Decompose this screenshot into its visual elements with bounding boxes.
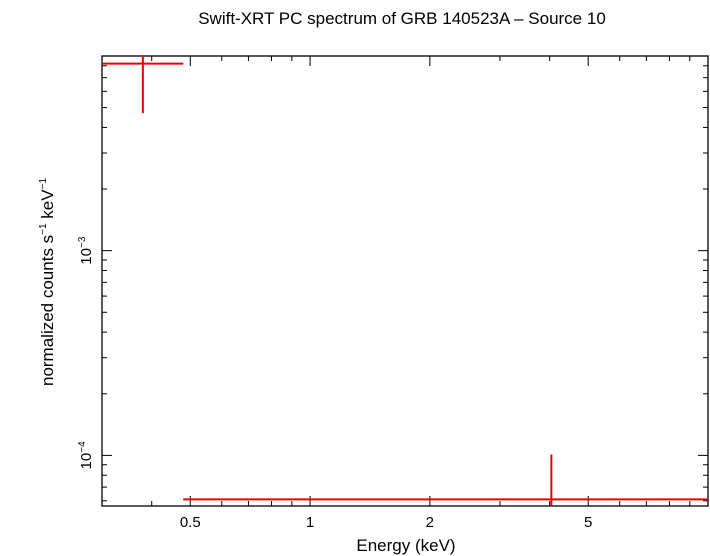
y-tick-label-exponent: −4 <box>77 441 88 453</box>
data-point <box>183 454 708 506</box>
x-tick-label: 5 <box>584 514 592 531</box>
data-points <box>102 56 708 506</box>
y-axis-label: normalized counts s−1 keV−1 <box>38 178 57 386</box>
y-tick-label-base: 10 <box>78 248 95 265</box>
y-tick-label: 10−3 <box>77 236 95 265</box>
y-axis-label-sup2: −1 <box>38 178 49 190</box>
x-tick-label: 2 <box>426 514 434 531</box>
plot-frame <box>101 55 709 507</box>
y-tick-labels: 10−310−4 <box>77 236 95 469</box>
y-axis-label-main: normalized counts s <box>38 235 57 386</box>
y-tick-label-base: 10 <box>78 453 95 470</box>
y-tick-label-exponent: −3 <box>77 236 88 248</box>
y-tick-label: 10−4 <box>77 441 95 470</box>
x-tick-label: 0.5 <box>180 514 201 531</box>
data-point <box>102 56 184 114</box>
x-axis-label: Energy (keV) <box>356 536 455 555</box>
x-tick-label: 1 <box>306 514 314 531</box>
x-tick-labels: 0.5 1 2 5 <box>180 514 593 531</box>
chart-title: Swift-XRT PC spectrum of GRB 140523A – S… <box>198 9 606 28</box>
major-ticks <box>102 56 708 506</box>
y-axis-label-sup1: −1 <box>38 223 49 235</box>
y-axis-label-mid: keV <box>38 189 57 224</box>
minor-ticks <box>101 56 709 506</box>
